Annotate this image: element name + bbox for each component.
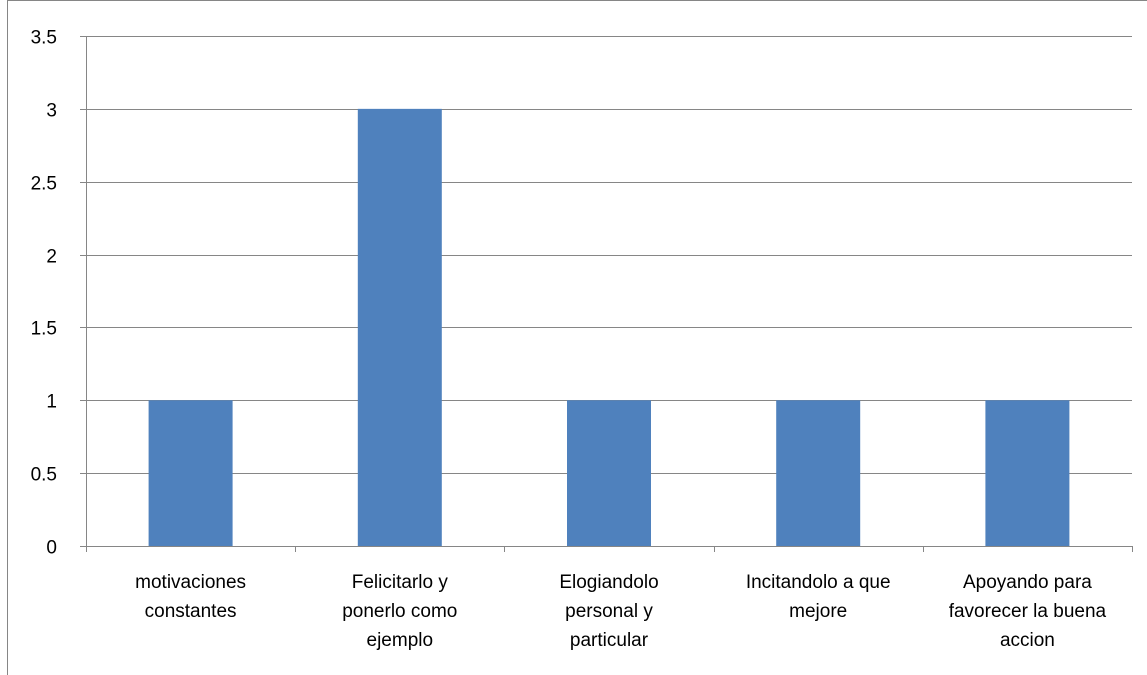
- bar: [985, 400, 1070, 546]
- x-tick-label-line: motivaciones: [135, 572, 246, 593]
- axes: [80, 36, 1133, 552]
- y-tick-labels: 0 0.5 1 1.5 2 2.5 3 3.5: [31, 28, 57, 559]
- x-tick-label-line: Incitandolo a que: [746, 572, 891, 593]
- x-tick-label-line: mejore: [789, 601, 847, 622]
- x-tick-label-line: ponerlo como: [342, 601, 457, 622]
- x-tick-labels: motivaciones constantes Felicitarlo y poner…: [135, 572, 1106, 651]
- x-tick-label-line: ejemplo: [367, 630, 434, 651]
- y-tick-label: 0.5: [31, 465, 57, 486]
- y-tick-label: 2.5: [31, 174, 57, 195]
- x-tick-label: Incitandolo a que mejore: [746, 572, 891, 622]
- bar: [567, 400, 651, 546]
- x-tick-label-line: Elogiandolo: [559, 572, 658, 593]
- y-tick-label: 1: [46, 392, 57, 413]
- x-tick-label: Felicitarlo y ponerlo como ejemplo: [342, 572, 457, 651]
- x-tick-label-line: particular: [570, 630, 649, 651]
- y-tick-label: 3.5: [31, 28, 57, 49]
- x-tick-label-line: constantes: [145, 601, 237, 622]
- y-tick-label: 1.5: [31, 319, 57, 340]
- gridlines: [86, 36, 1132, 474]
- x-tick-label-line: favorecer la buena: [949, 601, 1107, 622]
- bar: [148, 400, 233, 546]
- y-tick-label: 3: [46, 101, 57, 122]
- x-tick-label-line: accion: [1000, 630, 1055, 651]
- x-tick-label-line: Felicitarlo y: [352, 572, 449, 593]
- x-tick-label-line: Apoyando para: [963, 572, 1092, 593]
- bar: [776, 400, 861, 546]
- y-tick-label: 2: [46, 247, 57, 268]
- bar: [357, 108, 442, 546]
- bars: [148, 108, 1070, 546]
- x-tick-label: Apoyando para favorecer la buena accion: [949, 572, 1107, 651]
- x-tick-label: Elogiandolo personal y particular: [559, 572, 658, 651]
- x-tick-label: motivaciones constantes: [135, 572, 246, 622]
- y-tick-label: 0: [46, 538, 57, 559]
- x-tick-label-line: personal y: [565, 601, 653, 622]
